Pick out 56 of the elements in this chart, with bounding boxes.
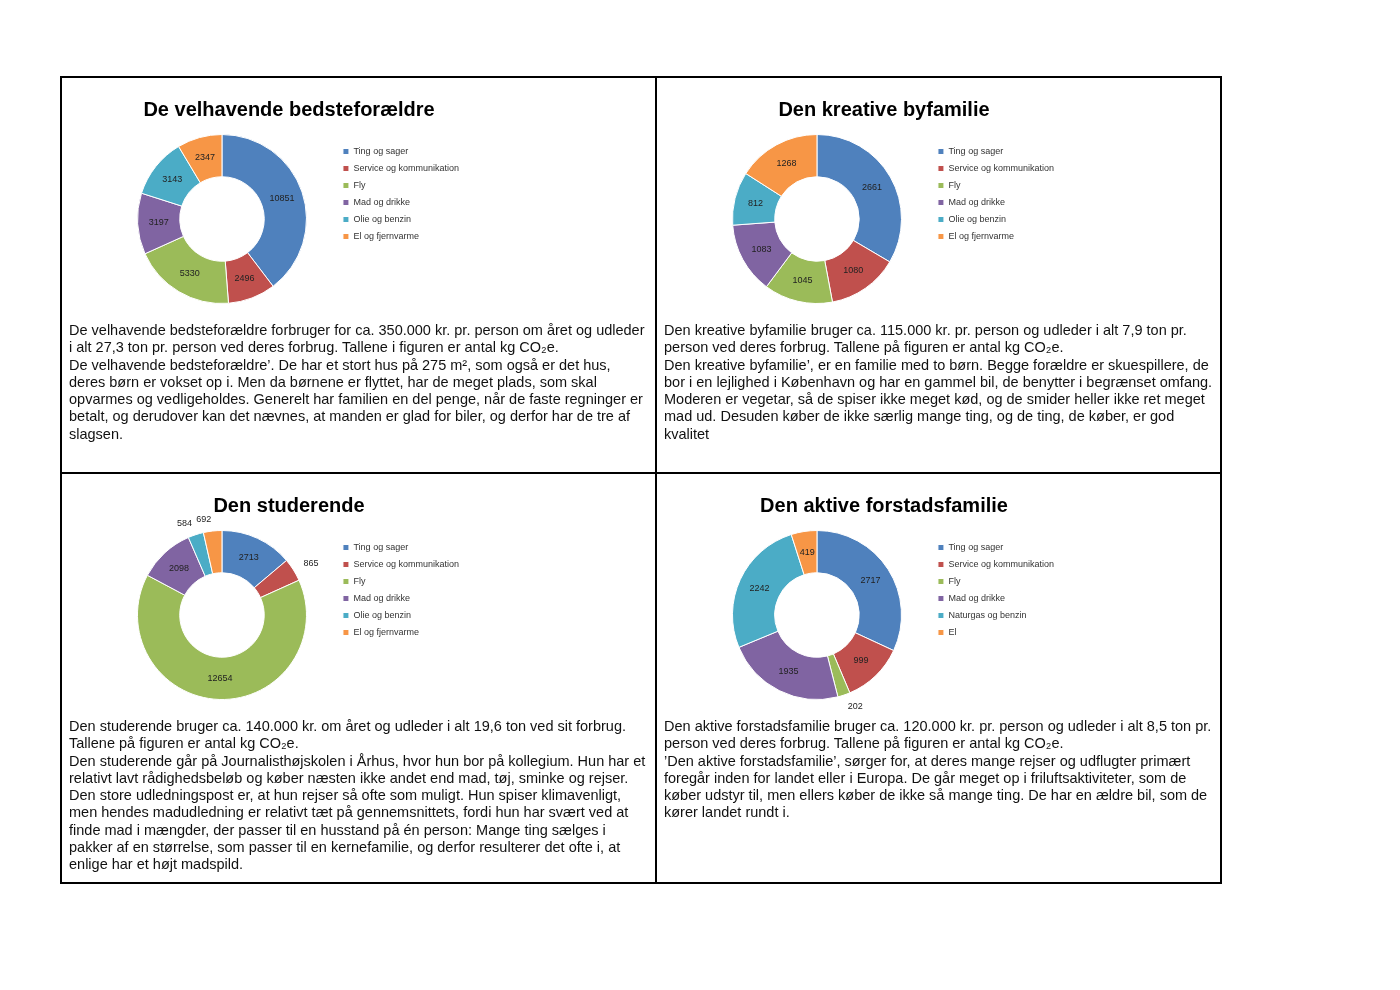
legend-label: Fly bbox=[948, 179, 961, 190]
data-label: 419 bbox=[799, 546, 815, 557]
data-label: 1083 bbox=[751, 243, 772, 254]
data-label: 812 bbox=[748, 197, 764, 208]
data-label: 2347 bbox=[195, 152, 216, 163]
legend-label: Mad og drikke bbox=[353, 196, 410, 207]
legend-label: Mad og drikke bbox=[353, 592, 410, 603]
legend-label: Ting og sager bbox=[353, 145, 409, 156]
data-label: 3143 bbox=[162, 174, 183, 185]
data-label: 2661 bbox=[861, 182, 883, 193]
data-label: 2713 bbox=[238, 552, 259, 562]
legend-label: Service og kommunikation bbox=[353, 558, 460, 569]
data-label: 2496 bbox=[234, 272, 255, 283]
data-label: 1045 bbox=[792, 275, 813, 286]
data-label: 2098 bbox=[168, 562, 190, 573]
data-label: 1268 bbox=[776, 157, 797, 168]
legend-label: Service og kommunikation bbox=[948, 558, 1055, 569]
data-label: 999 bbox=[853, 655, 869, 666]
legend-label: El og fjernvarme bbox=[948, 230, 1014, 241]
legend-label: El og fjernvarme bbox=[353, 626, 419, 637]
data-label: 692 bbox=[196, 513, 212, 524]
text: Den studerende bruger ca. 140.000 kr. om året og udleder i alt 19,6 ton ved sit forbrug. Tallene på figuren er antal kg CO₂e. Den studerende går på Journalisthøjskolen i Århus, hvor hun bor på kollegium. Hun har et relativt lavt rådighedsbeløb og køber næsten ikke andet end mad, tøj, sminke og rejser. Den store udledningspost er, at hun rejser så ofte som muligt. Hun spiser klimavenligt, men hendes madudledning er relativt tæt på gennemsnittets, fordi hun har svært ved at finde mad i mængder, der passer til en husstand på én person: Mange ting sælges i pakker af en størrelse, som passer til en kernefamilie, og derfor resulterer det ofte i, at enlige har et højt madspild. bbox=[69, 718, 646, 873]
legend-label: El og fjernvarme bbox=[353, 230, 419, 241]
chart-title: Den aktive forstadsfamilie bbox=[760, 493, 1008, 516]
text: Den aktive forstadsfamilie bruger ca. 120.000 kr. pr. person og udleder i alt 8,5 ton pr. person ved deres forbrug. Tallene på figuren er antal kg CO₂e. ’Den aktive forstadsfamilie’, sørger for, at deres mange rejser og udflugter primært foregår inden for landet eller i Europa. De går meget op i friluftsaktiviteter, som de køber udstyr til, men ellers køber de ikke så mange ting. De har en ældre bil, som de kører landet rundt i. bbox=[664, 718, 1213, 822]
legend-label: Fly bbox=[353, 575, 366, 586]
legend-label: Olie og benzin bbox=[948, 213, 1006, 224]
data-label: 3197 bbox=[148, 217, 169, 228]
legend-label: Olie og benzin bbox=[353, 213, 411, 224]
chart-title: Den kreative byfamilie bbox=[778, 97, 990, 120]
legend-label: Fly bbox=[353, 179, 366, 190]
data-label: 202 bbox=[847, 700, 863, 711]
data-label: 865 bbox=[303, 558, 319, 568]
legend-label: Olie og benzin bbox=[353, 609, 411, 620]
legend-label: Mad og drikke bbox=[948, 592, 1005, 603]
legend-label: Ting og sager bbox=[948, 145, 1004, 156]
data-label: 584 bbox=[177, 517, 193, 528]
data-label: 10851 bbox=[269, 193, 295, 204]
data-label: 5330 bbox=[179, 268, 200, 278]
chart-title: Den studerende bbox=[213, 493, 365, 516]
legend-label: Mad og drikke bbox=[948, 196, 1005, 207]
legend-label: Ting og sager bbox=[353, 541, 409, 552]
data-label: 1080 bbox=[843, 265, 864, 276]
legend-label: Service og kommunikation bbox=[353, 162, 460, 173]
legend-label: Naturgas og benzin bbox=[948, 609, 1027, 620]
data-label: 1935 bbox=[778, 666, 799, 677]
chart-title: De velhavende bedsteforældre bbox=[143, 97, 435, 120]
data-label: 2242 bbox=[749, 582, 770, 593]
legend-label: Service og kommunikation bbox=[948, 162, 1055, 173]
text: De velhavende bedsteforældre forbruger for ca. 350.000 kr. pr. person om året og udleder i alt 27,3 ton pr. person ved deres forbrug. Tallene i figuren er antal kg CO₂e. De velhavende bedsteforældre’. De har et stort hus på 275 m², som også er det hus, deres børn er vokset op i. Men da børnene er flyttet, har de meget plads, som skal opvarmes og vedligeholdes. Generelt har familien en del penge, når de faste regninger er betalt, og derudover kan det nævnes, at manden er glad for biler, og derfor har de tre af slagsen. bbox=[69, 322, 646, 444]
data-label: 12654 bbox=[207, 672, 233, 683]
legend-label: Ting og sager bbox=[948, 541, 1004, 552]
text: Den kreative byfamilie bruger ca. 115.000 kr. pr. person og udleder i alt 7,9 ton pr. person ved deres forbrug. Tallene på figuren er antal kg CO₂e. Den kreative byfamilie’, er en familie med to børn. Begge forældre er skuespillere, de bor i en lejlighed i København og har en gammel bil, de benytter i begrænset omfang. Moderen er vegetar, så de spiser ikke meget kød, og de smider heller ikke ret meget mad ud. Desuden køber de ikke særlig mange ting, og de ting, de køber, er god kvalitet bbox=[664, 322, 1214, 444]
legend-label: Fly bbox=[948, 575, 961, 586]
data-label: 2717 bbox=[860, 575, 881, 586]
legend-label: El bbox=[948, 626, 957, 637]
